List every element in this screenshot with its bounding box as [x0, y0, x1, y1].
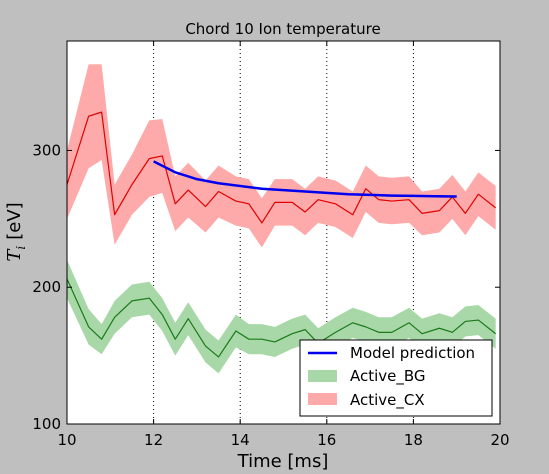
legend-label-cx: Active_CX — [350, 391, 425, 410]
tick-labels: 10 12 14 16 18 20 100 200 300 — [32, 141, 509, 449]
xtick-label-18: 18 — [404, 431, 423, 449]
xtick-label-20: 20 — [490, 431, 509, 449]
xtick-label-10: 10 — [57, 431, 76, 449]
legend-swatch-bg — [308, 370, 337, 382]
xtick-label-14: 14 — [231, 431, 250, 449]
y-axis-unit: [eV] — [4, 202, 25, 239]
y-axis-subscript: i — [14, 246, 28, 250]
y-axis-label: Ti [eV] — [4, 202, 28, 261]
y-axis-symbol: T — [4, 248, 25, 262]
xtick-label-16: 16 — [317, 431, 336, 449]
xtick-label-12: 12 — [144, 431, 163, 449]
svg-text:Ti[eV]: Ti [eV] — [4, 202, 28, 261]
legend-label-model: Model prediction — [350, 344, 475, 362]
legend-swatch-cx — [308, 393, 337, 405]
chart-title: Chord 10 Ion temperature — [185, 20, 380, 38]
series-lines — [66, 111, 497, 358]
legend-label-bg: Active_BG — [350, 367, 426, 386]
line-active-bg — [66, 278, 497, 358]
line-model-prediction — [153, 160, 457, 198]
ytick-label-300: 300 — [32, 141, 61, 159]
ytick-label-200: 200 — [32, 278, 61, 296]
line-active-cx — [66, 111, 497, 224]
legend: Model prediction Active_BG Active_CX — [299, 339, 493, 417]
ytick-label-100: 100 — [32, 415, 61, 433]
x-axis-label: Time [ms] — [237, 451, 329, 472]
plot-frame — [66, 40, 501, 425]
axis-ticks — [66, 41, 501, 425]
